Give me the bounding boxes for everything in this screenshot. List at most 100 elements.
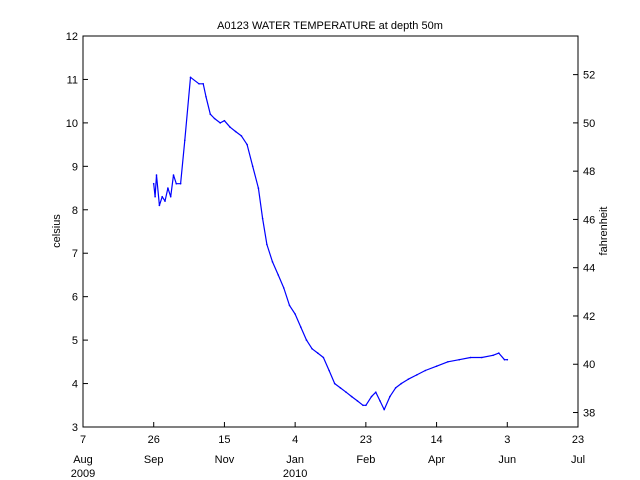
y-axis-right: 38 40 42 44 46 48 50 52 [573, 70, 595, 420]
data-point [288, 304, 291, 307]
data-point [240, 135, 243, 137]
y-tick-label: 12 [66, 31, 78, 43]
data-point [154, 195, 156, 198]
data-point [155, 174, 158, 176]
x-tick-day: 15 [218, 434, 230, 446]
data-point [266, 243, 268, 246]
y-tick-label: 9 [72, 161, 78, 173]
data-point [229, 126, 231, 128]
data-point [202, 83, 204, 85]
y-tick-label: 5 [72, 335, 78, 347]
data-point [223, 119, 226, 122]
y2-tick-label: 50 [583, 118, 595, 130]
data-point [394, 387, 397, 389]
data-point [152, 182, 155, 185]
y2-tick-label: 40 [583, 359, 595, 371]
data-point [205, 96, 207, 98]
y-tick-label: 6 [72, 292, 78, 304]
y2-tick-label: 42 [583, 311, 595, 323]
data-point [164, 200, 166, 202]
data-point [251, 165, 254, 168]
data-point [356, 400, 359, 402]
data-point [416, 374, 418, 376]
data-point [379, 400, 381, 402]
x-tick-day: 26 [148, 434, 160, 446]
y2-tick-label: 52 [583, 70, 595, 82]
data-point [370, 395, 373, 398]
y2-tick-label: 46 [583, 214, 595, 226]
x-tick-month: Aug [73, 454, 93, 466]
y2-tick-label: 38 [583, 408, 595, 420]
x-tick-day: 23 [360, 434, 372, 446]
data-point [305, 339, 308, 341]
data-point [389, 395, 391, 398]
data-point [294, 313, 296, 315]
y-axis-left: 3 4 5 6 7 8 9 10 11 12 [66, 31, 88, 434]
x-tick-day: 4 [292, 434, 298, 446]
data-point [261, 217, 264, 220]
data-point [435, 365, 438, 368]
data-point [234, 130, 237, 133]
y-tick-label: 7 [72, 248, 78, 260]
data-point [184, 139, 186, 142]
x-tick-month: Jan [286, 454, 304, 466]
x-axis: 7 Aug 2009 26 Sep 15 Nov 4 Jan 2010 23 Feb 14 Apr 3 Jun… [71, 422, 585, 480]
y-tick-label: 4 [72, 379, 78, 391]
data-point [365, 404, 367, 407]
data-point [407, 378, 410, 381]
data-point [213, 117, 216, 120]
data-point [167, 187, 169, 189]
data-point [317, 352, 319, 354]
x-tick-day: 3 [504, 434, 510, 446]
data-point [350, 395, 353, 398]
data-point [158, 204, 161, 207]
x-tick-day: 23 [572, 434, 584, 446]
data-point [458, 358, 461, 361]
x-tick-day: 14 [430, 434, 442, 446]
series-layer [152, 76, 509, 411]
data-point [447, 361, 449, 363]
data-point [175, 182, 178, 185]
y-tick-label: 11 [67, 74, 78, 86]
data-point [481, 356, 483, 359]
data-point [469, 356, 472, 359]
x-tick-year: 2009 [71, 468, 95, 480]
x-tick-month: Apr [428, 454, 445, 466]
data-point [300, 326, 302, 328]
x-tick-month: Nov [215, 454, 235, 466]
x-tick-year: 2010 [283, 468, 307, 480]
data-point [400, 382, 403, 385]
y-tick-label: 3 [72, 422, 78, 434]
data-point [311, 348, 313, 350]
data-point [271, 261, 274, 263]
plot-area [82, 35, 579, 428]
data-point [322, 356, 325, 359]
y-tick-label: 10 [66, 118, 78, 130]
data-point [219, 122, 221, 124]
x-tick-month: Jun [498, 454, 516, 466]
data-point [383, 408, 386, 411]
y-tick-label: 8 [72, 205, 78, 217]
data-point [506, 358, 509, 361]
y-axis-label: celsius [51, 214, 63, 248]
data-point [492, 354, 494, 357]
data-point [179, 182, 182, 185]
data-point [246, 143, 248, 146]
data-point [283, 287, 285, 289]
x-tick-month: Jul [571, 454, 585, 466]
data-point [189, 76, 192, 79]
data-point [375, 391, 377, 394]
data-point [424, 369, 427, 372]
data-point [169, 195, 172, 198]
data-point [257, 187, 260, 189]
data-point [198, 83, 200, 85]
data-point [328, 369, 330, 372]
data-point [339, 387, 342, 389]
data-point [209, 113, 212, 115]
data-point [277, 274, 280, 276]
x-tick-day: 7 [80, 434, 86, 446]
data-point [498, 352, 500, 354]
x-tick-month: Feb [356, 454, 375, 466]
data-point [161, 195, 163, 198]
x-tick-month: Sep [144, 454, 164, 466]
